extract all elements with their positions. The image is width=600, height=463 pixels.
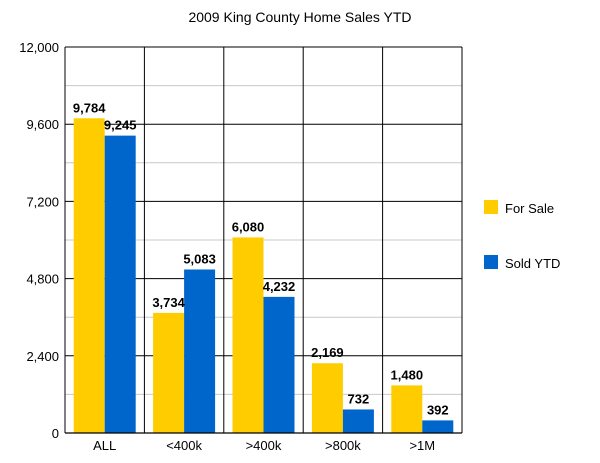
data-label: 9,784: [73, 100, 106, 115]
x-tick-label: ALL: [93, 438, 116, 453]
data-labels: 9,784 9,245 3,734 5,083 6,080 4,232 2,169 732 1,…: [73, 100, 449, 417]
x-tick-label: >1M: [409, 438, 435, 453]
data-label: 4,232: [263, 279, 296, 294]
y-tick-label: 12,000: [19, 40, 59, 55]
y-tick-label: 2,400: [26, 349, 59, 364]
data-label: 732: [348, 391, 370, 406]
bar-for-sale: [73, 118, 105, 433]
data-label: 9,245: [104, 118, 137, 133]
x-tick-label: >400k: [246, 438, 282, 453]
x-tick-label: >800k: [325, 438, 361, 453]
legend-swatch: [484, 255, 498, 269]
bar-sold-ytd: [184, 269, 216, 433]
axes: 0 2,400 4,800 7,200 9,600 12,000 ALL <400k >400k…: [19, 40, 462, 453]
data-label: 6,080: [232, 219, 265, 234]
y-tick-label: 4,800: [26, 272, 59, 287]
y-tick-label: 7,200: [26, 194, 59, 209]
y-tick-label: 9,600: [26, 117, 59, 132]
bar-for-sale: [232, 237, 264, 433]
bar-for-sale: [311, 363, 343, 433]
chart-title: 2009 King County Home Sales YTD: [188, 9, 411, 25]
data-label: 5,083: [183, 251, 216, 266]
bar-sold-ytd: [342, 409, 374, 433]
bar-for-sale: [391, 385, 423, 433]
legend-label: For Sale: [505, 201, 554, 216]
data-label: 2,169: [311, 345, 344, 360]
legend: For Sale Sold YTD: [484, 200, 560, 271]
data-label: 392: [427, 402, 449, 417]
data-label: 1,480: [391, 367, 424, 382]
bar-for-sale: [153, 312, 185, 433]
bar-sold-ytd: [422, 420, 454, 433]
bar-sold-ytd: [104, 135, 136, 433]
legend-label: Sold YTD: [505, 256, 560, 271]
bar-sold-ytd: [263, 296, 295, 433]
data-label: 3,734: [152, 295, 185, 310]
bars: [73, 118, 454, 433]
x-tick-label: <400k: [166, 438, 202, 453]
y-tick-label: 0: [52, 426, 59, 441]
legend-swatch: [484, 200, 498, 214]
